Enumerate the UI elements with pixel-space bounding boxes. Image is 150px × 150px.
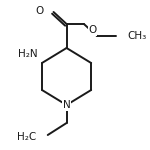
Text: H₂C: H₂C [17,132,36,141]
Text: N: N [63,100,70,110]
Text: O: O [88,25,96,35]
Text: H₂N: H₂N [18,49,38,59]
Text: CH₃: CH₃ [127,31,147,41]
Text: O: O [35,6,43,15]
